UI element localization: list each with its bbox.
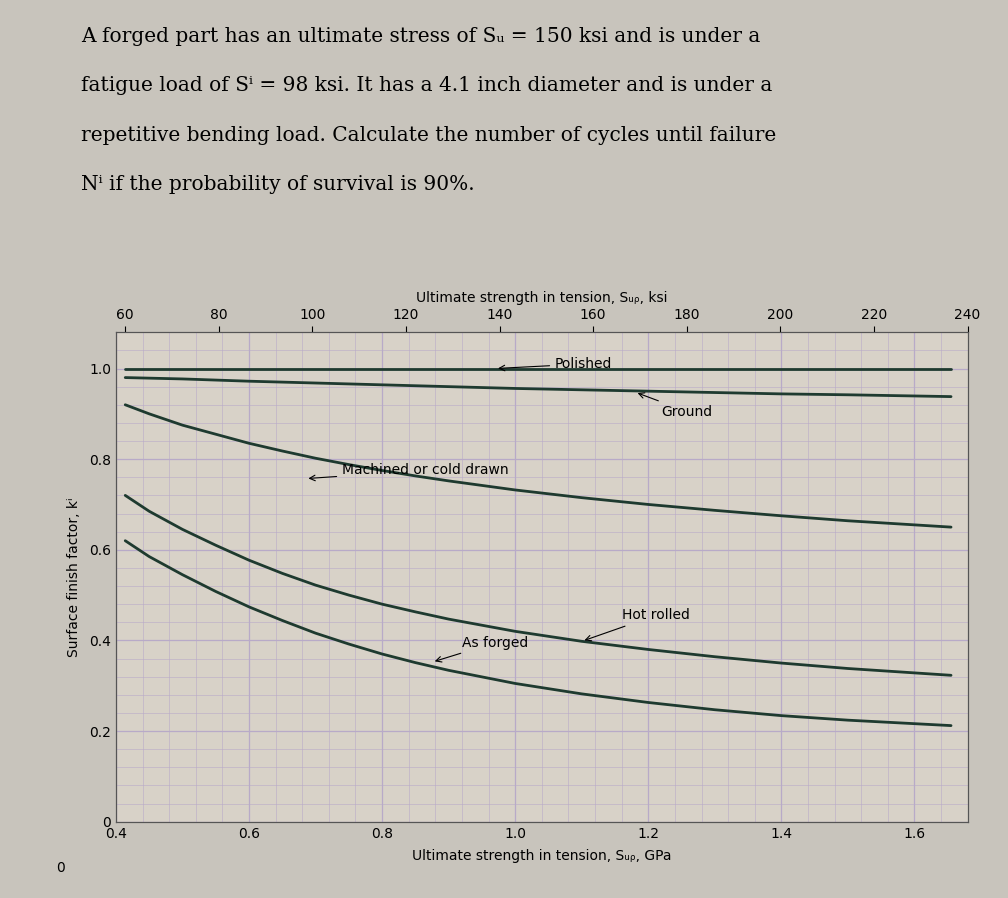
Text: Polished: Polished bbox=[499, 357, 613, 371]
Text: 0: 0 bbox=[56, 861, 65, 875]
Text: fatigue load of Sⁱ = 98 ksi. It has a 4.1 inch diameter and is under a: fatigue load of Sⁱ = 98 ksi. It has a 4.… bbox=[81, 76, 772, 95]
Text: repetitive bending load. Calculate the number of cycles until failure: repetitive bending load. Calculate the n… bbox=[81, 126, 776, 145]
Text: As forged: As forged bbox=[435, 636, 528, 662]
Text: Hot rolled: Hot rolled bbox=[586, 609, 689, 641]
X-axis label: Ultimate strength in tension, Sᵤᵨ, GPa: Ultimate strength in tension, Sᵤᵨ, GPa bbox=[412, 849, 671, 863]
Text: Machined or cold drawn: Machined or cold drawn bbox=[309, 463, 509, 480]
Text: Nⁱ if the probability of survival is 90%.: Nⁱ if the probability of survival is 90%… bbox=[81, 175, 475, 194]
Y-axis label: Surface finish factor, kⁱ: Surface finish factor, kⁱ bbox=[67, 497, 81, 656]
Text: A forged part has an ultimate stress of Sᵤ = 150 ksi and is under a: A forged part has an ultimate stress of … bbox=[81, 27, 760, 46]
X-axis label: Ultimate strength in tension, Sᵤᵨ, ksi: Ultimate strength in tension, Sᵤᵨ, ksi bbox=[416, 291, 667, 305]
Text: Ground: Ground bbox=[639, 392, 713, 418]
